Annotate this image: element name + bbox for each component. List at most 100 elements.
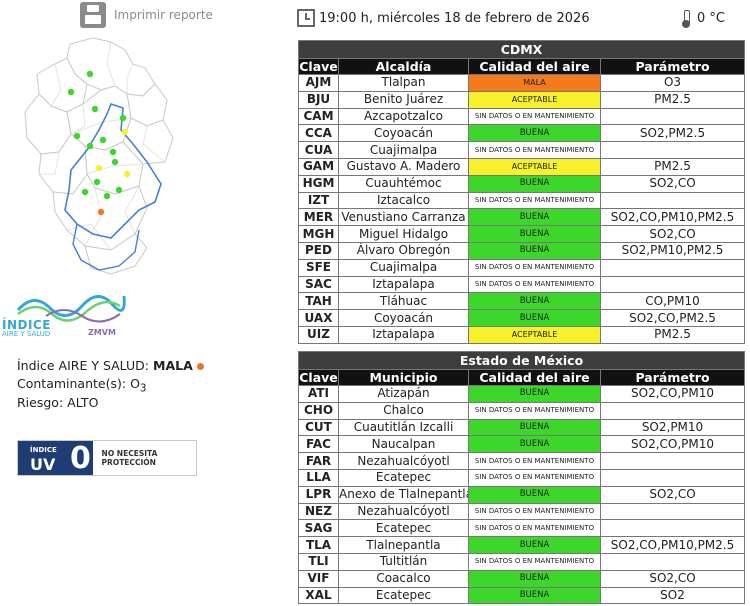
air-quality-cell: BUENA — [468, 435, 601, 454]
parameters-cell: O3 — [599, 74, 746, 92]
table-row: AJM Tlalpan MALA O3 — [298, 74, 746, 92]
table-row: CHO Chalco SIN DATOS O EN MANTENIMIENTO — [298, 401, 746, 420]
station-location: Atizapán — [338, 385, 469, 403]
air-quality-cell: BUENA — [468, 418, 601, 437]
table-row: BJU Benito Juárez ACEPTABLE PM2.5 — [298, 90, 746, 109]
parameters-cell: SO2,PM10,PM2.5 — [599, 241, 746, 260]
table-row: MGH Miguel Hidalgo BUENA SO2,CO — [298, 225, 746, 243]
air-quality-cell: BUENA — [468, 174, 601, 193]
station-marker — [99, 136, 107, 144]
station-location: Tlalnepantla — [338, 536, 469, 554]
air-quality-cell: SIN DATOS O EN MANTENIMIENTO — [468, 502, 601, 521]
parameters-cell: SO2,CO,PM2.5 — [599, 309, 746, 327]
clock-icon — [297, 9, 315, 27]
station-marker — [109, 148, 117, 156]
station-code: TLI — [298, 552, 339, 571]
station-marker — [111, 158, 119, 166]
parameters-cell: SO2,CO,PM10,PM2.5 — [599, 536, 746, 554]
station-location: Cuauhtémoc — [338, 174, 469, 193]
station-marker — [123, 170, 131, 178]
station-location: Iztacalco — [338, 191, 469, 210]
index-label: Índice AIRE Y SALUD: — [17, 358, 150, 373]
parameters-cell: SO2,PM10 — [599, 418, 746, 437]
column-header-municipio: Municipio — [338, 369, 469, 386]
station-marker — [91, 105, 99, 113]
logo-subtitle: AIRE Y SALUD — [2, 330, 51, 338]
thermometer-icon — [682, 10, 690, 28]
air-quality-cell: ACEPTABLE — [468, 325, 601, 344]
uv-label: UV — [30, 455, 56, 474]
uv-index-panel: ÍNDICE UV 0 — [18, 441, 93, 476]
cdmx-boundary-south — [72, 223, 140, 271]
air-quality-cell: SIN DATOS O EN MANTENIMIENTO — [468, 258, 601, 277]
pollutant-label: Contaminante(s): — [17, 376, 127, 391]
table-row: SFE Cuajimalpa SIN DATOS O EN MANTENIMIENT… — [298, 258, 746, 277]
parameters-cell — [599, 502, 746, 521]
table-row: TLI Tultitlán SIN DATOS O EN MANTENIMIENTO — [298, 552, 746, 571]
station-marker — [115, 186, 123, 194]
station-location: Gustavo A. Madero — [338, 157, 469, 176]
parameters-cell: CO,PM10 — [599, 292, 746, 311]
table-row: CUA Cuajimalpa SIN DATOS O EN MANTENIMIENT… — [298, 141, 746, 159]
pollutant-summary: Contaminante(s): O3 — [17, 376, 147, 395]
air-quality-cell: SIN DATOS O EN MANTENIMIENTO — [468, 141, 601, 159]
air-quality-cell: BUENA — [468, 586, 601, 605]
station-location: Cuautitlán Izcalli — [338, 418, 469, 437]
pollutant-subscript: 3 — [139, 382, 147, 395]
air-quality-cell: BUENA — [468, 208, 601, 227]
parameters-cell — [599, 275, 746, 294]
column-header-clave: Clave — [298, 369, 339, 386]
air-quality-cell: BUENA — [468, 124, 601, 143]
station-location: Ecatepec — [338, 519, 469, 538]
parameters-cell — [599, 258, 746, 277]
parameters-cell: PM2.5 — [599, 157, 746, 176]
station-location: Benito Juárez — [338, 90, 469, 109]
parameters-cell — [599, 191, 746, 210]
air-quality-cell: BUENA — [468, 225, 601, 243]
station-code: SAC — [298, 275, 339, 294]
station-code: CHO — [298, 401, 339, 420]
air-quality-cell: SIN DATOS O EN MANTENIMIENTO — [468, 275, 601, 294]
cdmx-boundary — [64, 103, 162, 239]
parameters-cell: SO2,CO,PM10 — [599, 435, 746, 454]
air-quality-cell: BUENA — [468, 241, 601, 260]
air-quality-cell: SIN DATOS O EN MANTENIMIENTO — [468, 519, 601, 538]
air-quality-cell: BUENA — [468, 309, 601, 327]
station-location: Cuajimalpa — [338, 258, 469, 277]
table-row: HGM Cuauhtémoc BUENA SO2,CO — [298, 174, 746, 193]
station-location: Ecatepec — [338, 468, 469, 487]
parameters-cell: SO2,CO,PM10 — [599, 385, 746, 403]
uv-small-label: ÍNDICE — [30, 446, 57, 454]
table-row: IZT Iztacalco SIN DATOS O EN MANTENIMIENTO — [298, 191, 746, 210]
uv-index-badge: ÍNDICE UV 0 NO NECESITA PROTECCIÓN — [17, 440, 197, 476]
table-row: FAR Nezahualcóyotl SIN DATOS O EN MANTENIM… — [298, 452, 746, 470]
station-location: Álvaro Obregón — [338, 241, 469, 260]
station-code: TAH — [298, 292, 339, 311]
station-location: Chalco — [338, 401, 469, 420]
parameters-cell: SO2,CO — [599, 174, 746, 193]
table-row: ATI Atizapán BUENA SO2,CO,PM10 — [298, 385, 746, 403]
station-code: TLA — [298, 536, 339, 554]
logo-title: ÍNDICE — [2, 318, 51, 332]
column-header-alcaldia: Alcaldía — [338, 58, 469, 75]
index-value: MALA — [153, 358, 193, 373]
station-marker — [121, 128, 129, 136]
station-code: CUT — [298, 418, 339, 437]
station-code: NEZ — [298, 502, 339, 521]
report-datetime: 19:00 h, miércoles 18 de febrero de 2026 — [319, 11, 590, 26]
indice-aire-salud-logo — [16, 295, 126, 323]
station-code: PED — [298, 241, 339, 260]
air-quality-cell: SIN DATOS O EN MANTENIMIENTO — [468, 107, 601, 126]
parameters-cell: SO2,CO,PM10,PM2.5 — [599, 208, 746, 227]
station-location: Tultitlán — [338, 552, 469, 571]
table-row: PED Álvaro Obregón BUENA SO2,PM10,PM2.5 — [298, 241, 746, 260]
station-markers — [67, 70, 131, 216]
station-code: CAM — [298, 107, 339, 126]
print-report-button[interactable]: Imprimir reporte — [80, 2, 213, 28]
station-location: Venustiano Carranza — [338, 208, 469, 227]
station-code: XAL — [298, 586, 339, 605]
uv-value: 0 — [70, 441, 91, 476]
table-row: UAX Coyoacán BUENA SO2,CO,PM2.5 — [298, 309, 746, 327]
parameters-cell — [599, 552, 746, 571]
station-marker — [93, 178, 101, 186]
